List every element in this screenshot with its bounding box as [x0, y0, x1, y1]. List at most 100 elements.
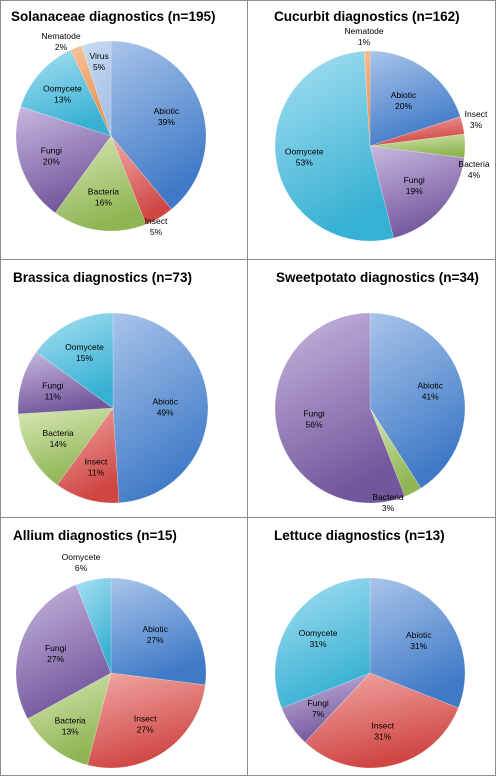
slice-percent-fungi: 7%: [312, 709, 325, 719]
slice-percent-fungi: 56%: [305, 420, 322, 430]
pie-slice-nematode: [363, 50, 371, 147]
slice-percent-fungi: 11%: [45, 392, 62, 402]
chart-panel-allium: Allium diagnostics (n=15) Abiotic 27% Insec…: [1, 518, 247, 776]
slice-percent-abiotic: 31%: [410, 641, 427, 651]
pie-slice-abiotic: [110, 40, 207, 210]
slice-labels: Abiotic49%Insect11%Bacteria14%Fungi11%Oo…: [42, 342, 179, 477]
slice-percent-oomycete: 15%: [76, 353, 93, 363]
slice-percent-oomycete: 31%: [310, 639, 327, 649]
slice-label-oomycete: Oomycete: [285, 146, 324, 156]
slice-label-nematode: Nematode: [344, 26, 383, 36]
pie-slice-oomycete: [274, 50, 394, 242]
pie-slice-abiotic: [369, 50, 461, 147]
chart-title: Sweetpotato diagnostics (n=34): [276, 270, 479, 285]
pie-slice-abiotic: [369, 312, 466, 489]
slice-labels: Abiotic39%Insect5%Bacteria16%Fungi20%Oom…: [41, 31, 180, 237]
slice-percent-insect: 5%: [150, 227, 163, 237]
pie-chart-allium: Allium diagnostics (n=15)Abiotic27%Insec…: [13, 528, 207, 769]
pie-slices: [274, 50, 466, 242]
slice-percent-fungi: 19%: [406, 186, 423, 196]
slice-percent-oomycete: 6%: [75, 563, 88, 573]
pie-slice-bacteria: [54, 135, 147, 232]
pie-chart-sweetpotato: Sweetpotato diagnostics (n=34) Abiotic41%…: [274, 270, 479, 514]
slice-label-abiotic: Abiotic: [391, 90, 417, 100]
vertical-divider: [247, 1, 248, 775]
chart-panel-sweetpotato: Sweetpotato diagnostics (n=34) Abiotic 41%…: [248, 260, 494, 518]
slice-label-abiotic: Abiotic: [152, 396, 178, 406]
pie-slices: [274, 312, 466, 504]
slice-percent-abiotic: 49%: [157, 407, 174, 417]
slice-percent-insect: 27%: [137, 724, 154, 734]
slice-percent-insect: 11%: [88, 467, 105, 477]
pie-slice-insect: [56, 407, 120, 504]
pie-slice-fungi: [15, 584, 112, 720]
pie-slice-fungi: [15, 106, 112, 214]
slice-label-fungi: Fungi: [303, 409, 324, 419]
slice-label-insect: Insect: [85, 456, 108, 466]
chart-title: Solanaceae diagnostics (n=195): [11, 9, 215, 24]
pie-slice-bacteria: [369, 407, 422, 497]
slice-percent-insect: 31%: [374, 732, 391, 742]
pie-slice-virus: [81, 40, 112, 137]
slice-label-insect: Insect: [465, 109, 488, 119]
chart-title: Lettuce diagnostics (n=13): [274, 528, 445, 543]
pie-slice-fungi: [369, 145, 465, 239]
horizontal-divider-2: [1, 517, 495, 518]
pie-slice-bacteria: [27, 672, 112, 766]
slice-percent-bacteria: 4%: [468, 170, 481, 180]
slice-label-bacteria: Bacteria: [55, 716, 86, 726]
slice-label-bacteria: Bacteria: [372, 492, 403, 502]
pie-slice-abiotic: [369, 577, 466, 709]
slice-percent-bacteria: 3%: [382, 503, 395, 513]
pie-slices: [17, 312, 209, 504]
slice-percent-bacteria: 16%: [95, 197, 112, 207]
pie-slice-fungi: [281, 672, 371, 743]
slice-label-insect: Insect: [134, 713, 157, 723]
slice-label-nematode: Nematode: [41, 31, 80, 41]
pie-slice-insect: [304, 672, 459, 769]
slice-label-virus: Virus: [89, 51, 108, 61]
slice-percent-fungi: 20%: [43, 156, 60, 166]
slice-percent-virus: 5%: [93, 62, 106, 72]
slice-labels: Abiotic27%Insect27%Bacteria13%Fungi27%Oo…: [45, 552, 169, 737]
slice-label-fungi: Fungi: [45, 643, 66, 653]
slice-label-oomycete: Oomycete: [299, 628, 338, 638]
slice-percent-abiotic: 39%: [158, 117, 175, 127]
slice-percent-bacteria: 13%: [62, 727, 79, 737]
chart-title: Brassica diagnostics (n=73): [13, 270, 192, 285]
slice-label-fungi: Fungi: [404, 175, 425, 185]
slice-percent-insect: 3%: [470, 120, 483, 130]
pie-slice-insect: [110, 135, 172, 225]
pie-slice-oomycete: [35, 312, 114, 409]
slice-percent-nematode: 2%: [55, 42, 68, 52]
slice-percent-fungi: 27%: [47, 654, 64, 664]
pie-chart-solanaceae: Solanaceae diagnostics (n=195) Abiotic39%…: [11, 9, 215, 237]
pie-slice-oomycete: [75, 577, 112, 674]
slice-label-insect: Insect: [145, 216, 168, 226]
slice-percent-abiotic: 41%: [422, 392, 439, 402]
slice-label-oomycete: Oomycete: [43, 83, 82, 93]
pie-slice-insect: [87, 672, 206, 769]
pie-slice-nematode: [70, 45, 112, 137]
slice-label-abiotic: Abiotic: [406, 630, 432, 640]
pie-slices: [274, 577, 466, 769]
pie-slice-oomycete: [274, 577, 371, 709]
pie-slice-abiotic: [112, 312, 209, 504]
slice-label-abiotic: Abiotic: [142, 624, 168, 634]
slice-label-abiotic: Abiotic: [417, 381, 443, 391]
slice-label-oomycete: Oomycete: [62, 552, 101, 562]
slice-label-fungi: Fungi: [42, 381, 63, 391]
slice-label-abiotic: Abiotic: [154, 106, 180, 116]
pie-slices: [15, 577, 207, 769]
pie-slice-bacteria: [369, 133, 466, 159]
pie-slice-oomycete: [20, 49, 112, 137]
slice-label-bacteria: Bacteria: [43, 428, 74, 438]
pie-slices: [15, 40, 207, 232]
chart-title: Allium diagnostics (n=15): [13, 528, 177, 543]
horizontal-divider-1: [1, 259, 495, 260]
pie-slice-insect: [369, 116, 465, 147]
